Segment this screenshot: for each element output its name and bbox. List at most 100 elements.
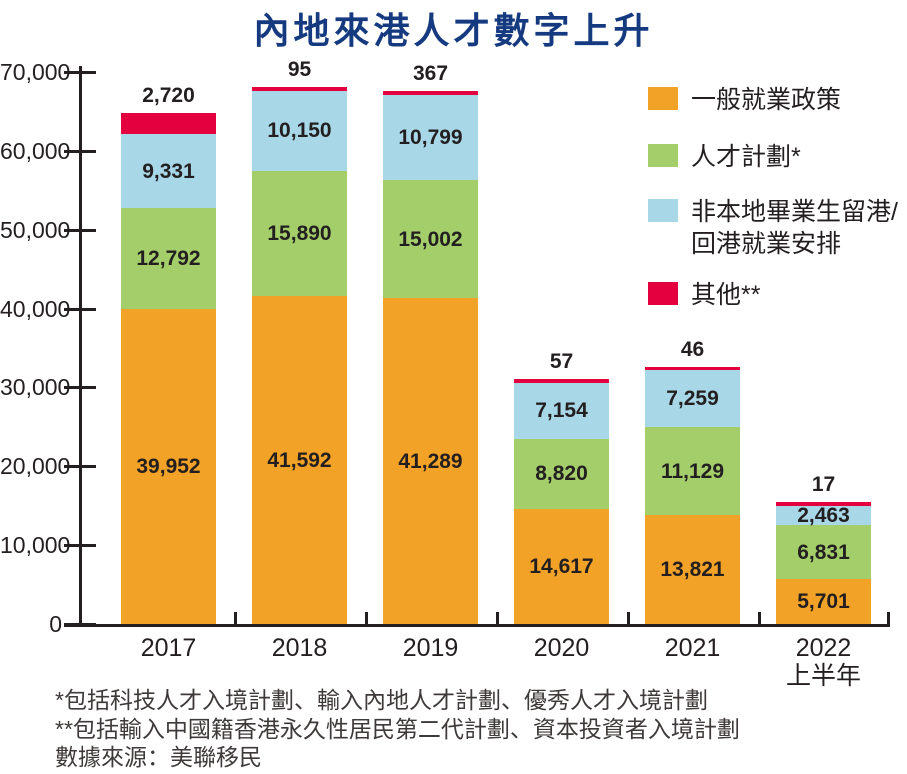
segment-value-label: 15,002	[398, 227, 463, 251]
y-axis-tick	[64, 544, 96, 548]
bar-top-value-label: 57	[549, 350, 574, 374]
x-axis-label: 2018	[234, 634, 365, 662]
y-axis-tick-label: 30,000	[0, 374, 71, 401]
x-axis-label-line: 2022	[795, 634, 852, 662]
bar-2022-segment-general-employment-policy: 5,701	[776, 579, 871, 624]
bar-2018-segment-general-employment-policy: 41,592	[252, 296, 347, 624]
legend-item-non-local-graduates: 非本地畢業生留港/回港就業安排	[648, 196, 898, 260]
bar-2022-segment-talent-schemes: 6,831	[776, 525, 871, 580]
segment-value-label: 13,821	[660, 557, 725, 581]
bar-2020-segment-non-local-graduates: 7,154	[514, 382, 609, 440]
bar-top-value-label: 46	[680, 337, 705, 361]
segment-value-label: 11,129	[660, 459, 725, 483]
segment-value-label: 14,617	[529, 554, 594, 578]
bar-2020-segment-others	[514, 379, 609, 383]
y-axis-tick-label: 50,000	[0, 216, 71, 243]
segment-value-label: 10,799	[398, 126, 463, 150]
segment-value-label: 41,592	[267, 448, 332, 472]
bar-2019-segment-others	[383, 91, 478, 95]
segment-value-label: 12,792	[136, 246, 201, 270]
bar-top-value-label: 95	[287, 58, 312, 82]
bar-2018-segment-others	[252, 87, 347, 91]
bar-2021-segment-non-local-graduates: 7,259	[645, 370, 740, 428]
legend-label: 其他**	[691, 281, 761, 309]
x-axis-tick	[887, 612, 890, 625]
legend-item-others: 其他**	[648, 279, 760, 311]
x-axis-label: 2017	[103, 634, 234, 662]
legend-swatch-others	[648, 282, 678, 305]
bar-2021-segment-others	[645, 366, 740, 370]
x-axis-label: 2022 上半年	[758, 634, 889, 690]
bar-2022-segment-non-local-graduates: 2,463	[776, 503, 871, 527]
bar-2021-segment-general-employment-policy: 13,821	[645, 515, 740, 624]
segment-value-label: 41,289	[398, 449, 463, 473]
x-axis-tick	[758, 612, 761, 625]
y-axis-tick	[64, 307, 96, 311]
bar-2020-segment-general-employment-policy: 14,617	[514, 508, 609, 624]
bar-2022-segment-others	[776, 502, 871, 506]
bar-2020-segment-talent-schemes: 8,820	[514, 439, 609, 509]
data-source-note: 數據來源：美聯移民	[55, 745, 262, 771]
bar-2018-segment-talent-schemes: 15,890	[252, 170, 347, 296]
legend: 一般就業政策人才計劃* 非本地畢業生留港/回港就業安排其他**	[648, 0, 907, 330]
bar-2019-segment-non-local-graduates: 10,799	[383, 94, 478, 181]
legend-item-general-employment-policy: 一般就業政策	[648, 84, 841, 116]
x-axis-label: 2019	[365, 634, 496, 662]
bar-2017-segment-general-employment-policy: 39,952	[121, 308, 216, 624]
x-axis-label-line: 2021	[664, 634, 721, 662]
footnote-double-asterisk: **包括輸入中國籍香港永久性居民第二代計劃、資本投資者入境計劃	[55, 716, 740, 742]
bar-2017-segment-others	[121, 113, 216, 135]
bar-2018-segment-non-local-graduates: 10,150	[252, 90, 347, 171]
x-axis-tick	[496, 612, 499, 625]
footnotes: *包括科技人才入境計劃、輸入內地人才計劃、優秀人才入境計劃 **包括輸入中國籍香…	[55, 686, 885, 773]
x-axis-label-line: 2017	[140, 634, 197, 662]
x-axis-label-line: 2020	[533, 634, 590, 662]
segment-value-label: 7,154	[535, 399, 588, 423]
y-axis-tick	[64, 228, 96, 232]
legend-label: 人才計劃*	[691, 143, 801, 171]
bar-2017-segment-non-local-graduates: 9,331	[121, 134, 216, 209]
bar-2019-segment-talent-schemes: 15,002	[383, 180, 478, 299]
segment-value-label: 2,463	[797, 503, 850, 527]
y-axis-tick-label: 10,000	[0, 532, 71, 559]
y-axis-line	[78, 66, 82, 627]
y-axis-tick	[64, 149, 96, 153]
legend-item-talent-schemes: 人才計劃*	[648, 141, 801, 173]
segment-value-label: 10,150	[267, 119, 332, 143]
x-axis-line	[64, 624, 890, 627]
x-axis-label: 2020	[496, 634, 627, 662]
bar-2019-segment-general-employment-policy: 41,289	[383, 298, 478, 624]
y-axis-tick-label: 60,000	[0, 137, 71, 164]
x-axis-label-line: 2018	[271, 634, 328, 662]
y-axis-tick	[64, 623, 96, 626]
bar-top-value-label: 367	[412, 62, 449, 86]
bar-top-value-label: 17	[811, 473, 836, 497]
y-axis-tick-label: 70,000	[0, 59, 71, 85]
y-axis-tick	[64, 465, 96, 469]
y-axis-tick-label: 40,000	[0, 295, 71, 322]
legend-swatch-talent-schemes	[648, 144, 678, 167]
segment-value-label: 39,952	[136, 454, 201, 478]
y-axis-tick	[64, 386, 96, 390]
segment-value-label: 7,259	[666, 387, 719, 411]
segment-value-label: 8,820	[535, 462, 588, 486]
y-axis-tick-label: 0	[49, 611, 62, 637]
x-axis-label: 2021	[627, 634, 758, 662]
legend-swatch-non-local-graduates	[648, 199, 678, 222]
bar-2017-segment-talent-schemes: 12,792	[121, 208, 216, 309]
x-axis-tick	[365, 612, 368, 625]
x-axis-label-line: 上半年	[785, 662, 861, 690]
segment-value-label: 6,831	[797, 540, 850, 564]
bar-2021-segment-talent-schemes: 11,129	[645, 427, 740, 515]
x-axis-tick	[234, 612, 237, 625]
bar-top-value-label: 2,720	[142, 84, 195, 108]
segment-value-label: 9,331	[142, 159, 195, 183]
x-axis-label-line: 2019	[402, 634, 459, 662]
segment-value-label: 15,890	[267, 221, 332, 245]
chart-title: 內地來港人才數字上升	[253, 10, 654, 51]
footnote-asterisk: *包括科技人才入境計劃、輸入內地人才計劃、優秀人才入境計劃	[55, 687, 708, 713]
plot-area: 0 10,000 20,000 30,000 40,000 50,000 60,000 70,…	[0, 58, 890, 690]
x-axis-tick	[627, 612, 630, 625]
y-axis-tick-label: 20,000	[0, 453, 71, 480]
